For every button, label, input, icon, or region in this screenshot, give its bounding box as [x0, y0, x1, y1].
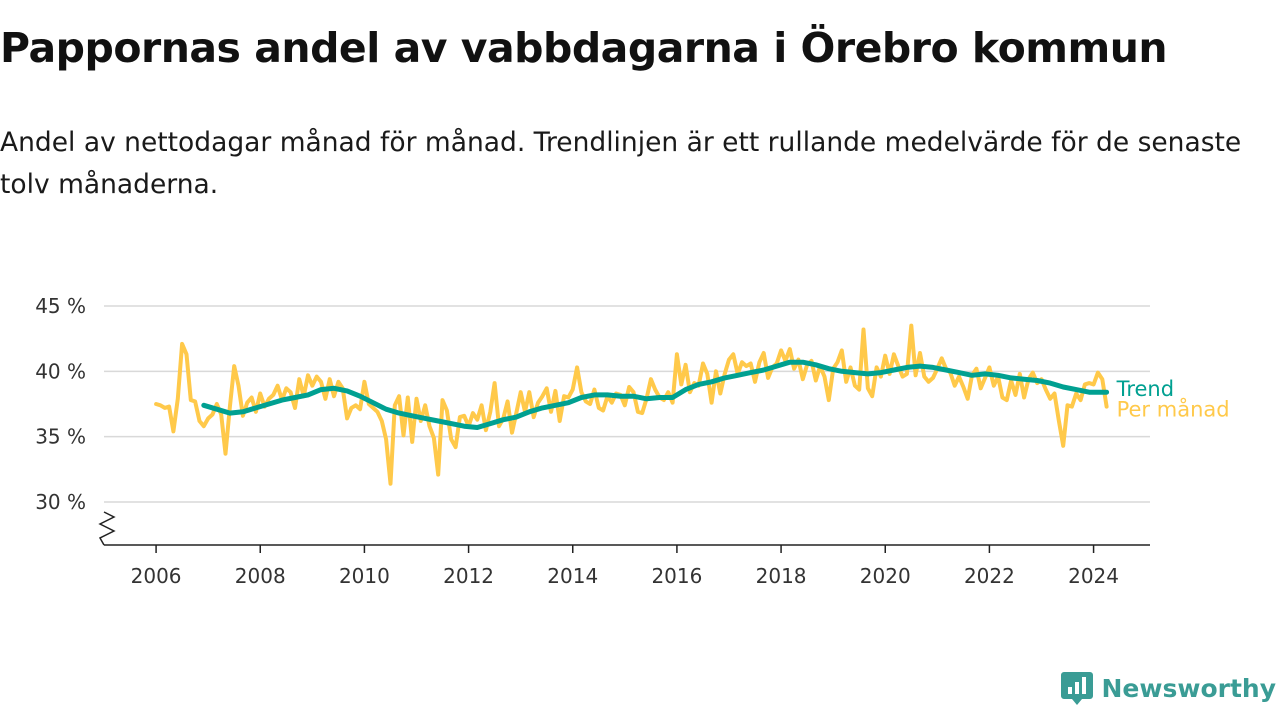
- x-axis-tick-labels: 2006 2008 2010 2012 2014 2016 2018 2020 2022 2024: [131, 564, 1119, 588]
- axis-break-icon: [98, 511, 116, 546]
- x-tick-label: 2020: [860, 564, 911, 588]
- chart-subtitle: Andel av nettodagar månad för månad. Tre…: [0, 127, 1242, 200]
- monthly-series-label: Per månad: [1117, 397, 1230, 422]
- chart-title: Pappornas andel av vabbdagarna i Örebro …: [0, 24, 1168, 72]
- x-tick-label: 2022: [964, 564, 1015, 588]
- trend-series-label: Trend: [1116, 377, 1174, 401]
- y-tick-label: 40 %: [35, 359, 86, 383]
- y-tick-label: 45 %: [35, 294, 86, 318]
- x-tick-label: 2018: [756, 564, 807, 588]
- brand-name: Newsworthy: [1101, 673, 1277, 703]
- y-axis-tick-labels: 45 % 40 % 35 % 30 %: [35, 294, 86, 514]
- grid-lines: [104, 305, 1150, 503]
- y-tick-label: 35 %: [35, 425, 86, 449]
- newsworthy-brand: Newsworthy: [1060, 670, 1277, 706]
- x-tick-label: 2024: [1068, 564, 1119, 588]
- x-tick-label: 2008: [235, 564, 286, 588]
- axes: [98, 511, 1150, 553]
- y-tick-label: 30 %: [35, 490, 86, 514]
- x-tick-label: 2016: [651, 564, 702, 588]
- x-tick-label: 2006: [131, 564, 182, 588]
- series-lines: [154, 323, 1110, 486]
- trend-series-line: [201, 359, 1110, 430]
- monthly-series-line: [154, 323, 1109, 486]
- x-tick-label: 2014: [547, 564, 598, 588]
- x-tick-label: 2010: [339, 564, 390, 588]
- newsworthy-logo-icon: [1060, 672, 1093, 705]
- x-tick-label: 2012: [443, 564, 494, 588]
